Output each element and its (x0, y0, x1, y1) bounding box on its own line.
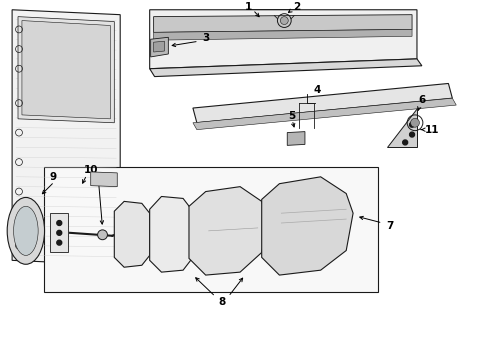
Text: 9: 9 (50, 172, 57, 182)
Ellipse shape (14, 206, 38, 256)
Circle shape (410, 122, 415, 127)
Circle shape (410, 132, 415, 137)
Polygon shape (388, 108, 417, 147)
Ellipse shape (7, 197, 45, 264)
Polygon shape (153, 30, 412, 40)
Polygon shape (44, 167, 378, 292)
Circle shape (57, 230, 62, 235)
Text: 5: 5 (289, 111, 296, 121)
Polygon shape (149, 197, 193, 272)
Circle shape (280, 17, 288, 24)
Polygon shape (12, 10, 120, 265)
Text: 2: 2 (294, 2, 301, 12)
Polygon shape (50, 213, 68, 252)
Polygon shape (153, 41, 165, 52)
Polygon shape (287, 132, 305, 145)
Circle shape (57, 221, 62, 225)
Polygon shape (150, 37, 169, 57)
Text: 8: 8 (219, 297, 226, 307)
Polygon shape (262, 177, 353, 275)
Circle shape (403, 140, 408, 145)
Text: 4: 4 (313, 85, 320, 95)
Polygon shape (114, 201, 149, 267)
Polygon shape (22, 21, 110, 119)
Circle shape (411, 118, 419, 127)
Text: 1: 1 (245, 2, 251, 12)
Polygon shape (18, 17, 114, 123)
Polygon shape (149, 10, 417, 69)
Text: 6: 6 (418, 95, 425, 105)
Polygon shape (193, 84, 452, 123)
Circle shape (98, 230, 107, 240)
Circle shape (57, 240, 62, 245)
Polygon shape (193, 98, 456, 130)
Polygon shape (91, 172, 117, 186)
Polygon shape (153, 15, 412, 32)
Polygon shape (149, 59, 422, 77)
Text: 11: 11 (424, 125, 439, 135)
Text: 3: 3 (202, 33, 209, 43)
Text: 10: 10 (83, 165, 98, 175)
Polygon shape (189, 186, 268, 275)
Text: 7: 7 (386, 221, 393, 231)
